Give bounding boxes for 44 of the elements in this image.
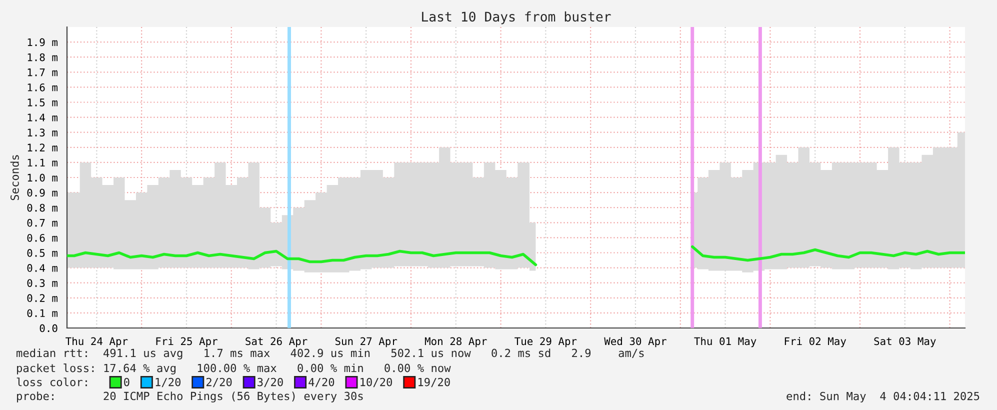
y-tick-label: 1.7 m — [28, 68, 58, 76]
y-tick-label: 0.6 m — [27, 234, 58, 242]
legend-label: 0 — [124, 378, 130, 386]
x-tick-label: Mon 28 Apr — [424, 337, 487, 348]
x-tick-label: Thu 24 Apr — [66, 337, 128, 348]
text: probe: 20 ICMP Echo Pings (56 Bytes) every 30s — [17, 392, 363, 402]
legend-title: loss color: — [16, 378, 87, 386]
text: median rtt: 491.1 us avg 1.7 ms max 402.9 us min 502.1 us now 0.2 ms sd 2.9 am/s — [16, 348, 644, 360]
legend-label: 3/20 — [258, 378, 283, 388]
legend-label: 10/20 — [360, 378, 392, 388]
x-tick-label: Thu 01 May — [694, 337, 756, 348]
y-tick-label: 0.9 m — [27, 188, 58, 197]
y-tick-label: 1.8 m — [28, 53, 58, 62]
x-tick-label: Sat 03 May — [874, 337, 936, 348]
y-tick-label: 0.7 m — [27, 218, 58, 227]
x-tick-label: Sat 26 Apr — [246, 337, 308, 348]
y-tick-label: 1.5 m — [28, 98, 58, 106]
chart-title: Last 10 Days from buster — [422, 11, 611, 24]
y-tick-label: 0.2 m — [27, 294, 58, 302]
x-tick-label: Sun 27 Apr — [335, 337, 398, 348]
y-tick-label: 0.5 m — [27, 249, 58, 257]
text: end: Sun May 4 04:04:11 2025 — [786, 392, 980, 402]
legend-label: 1/20 — [156, 378, 181, 388]
text: packet loss: 17.64 % avg 100.00 % max 0.00 % min 0.00 % now — [17, 364, 451, 374]
x-tick-label: Tue 29 Apr — [514, 337, 577, 348]
y-tick-label: 0.1 m — [27, 309, 58, 318]
y-tick-label: 0.8 m — [27, 204, 58, 212]
y-tick-label: 1.2 m — [28, 144, 58, 152]
y-tick-label: 1.6 m — [28, 83, 58, 92]
y-axis-title: Seconds — [10, 155, 19, 200]
y-tick-label: 1.1 m — [28, 158, 58, 166]
y-tick-label: 1.4 m — [28, 114, 58, 122]
x-tick-label: Fri 02 May — [784, 337, 846, 348]
legend-label: 4/20 — [308, 378, 334, 388]
y-tick-label: 1.9 m — [28, 38, 58, 46]
x-tick-label: Fri 25 Apr — [156, 337, 218, 348]
y-tick-label: 1.0 m — [28, 174, 58, 182]
legend-label: 19/20 — [418, 378, 450, 388]
y-tick-label: 0.0 — [40, 324, 58, 332]
legend-label: 2/20 — [206, 378, 232, 388]
y-tick-label: 1.3 m — [28, 128, 58, 136]
x-tick-label: Wed 30 Apr — [604, 337, 666, 348]
y-tick-label: 0.3 m — [27, 279, 58, 287]
y-tick-label: 0.4 m — [27, 264, 58, 272]
